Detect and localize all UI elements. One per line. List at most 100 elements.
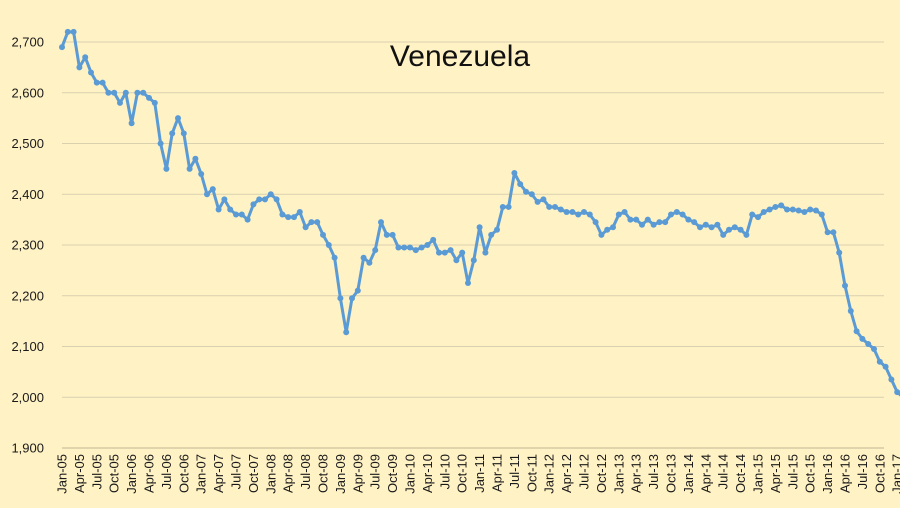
data-point bbox=[88, 69, 94, 76]
data-point bbox=[238, 211, 245, 218]
data-point bbox=[668, 211, 674, 218]
data-point bbox=[157, 140, 164, 147]
chart-title: Venezuela bbox=[390, 40, 530, 73]
data-point bbox=[702, 221, 709, 228]
data-point bbox=[853, 328, 860, 335]
data-point bbox=[876, 358, 883, 365]
data-point bbox=[436, 249, 442, 256]
data-point bbox=[401, 244, 408, 251]
data-point bbox=[128, 120, 135, 127]
data-point bbox=[447, 247, 454, 254]
data-point bbox=[772, 203, 779, 210]
data-point bbox=[795, 207, 802, 214]
data-point bbox=[592, 219, 599, 226]
x-tick-label: Apr-13 bbox=[629, 454, 644, 493]
x-tick-label: Jul-16 bbox=[855, 454, 870, 489]
data-point bbox=[250, 201, 257, 208]
data-point bbox=[847, 307, 854, 314]
data-point bbox=[523, 188, 529, 195]
data-point bbox=[865, 340, 872, 347]
data-point bbox=[360, 254, 367, 261]
data-point bbox=[122, 89, 129, 96]
data-point bbox=[517, 181, 524, 188]
y-tick-label: 2,100 bbox=[11, 339, 44, 354]
data-point bbox=[308, 219, 315, 226]
y-tick-label: 2,400 bbox=[11, 187, 44, 202]
data-point bbox=[836, 249, 843, 256]
data-point bbox=[273, 196, 280, 203]
data-point bbox=[296, 209, 303, 216]
data-point bbox=[412, 247, 419, 254]
data-point bbox=[598, 231, 605, 238]
x-tick-label: Jan-06 bbox=[124, 454, 139, 494]
data-point bbox=[766, 206, 773, 213]
data-point bbox=[59, 44, 65, 51]
data-point bbox=[256, 196, 263, 203]
data-point bbox=[470, 257, 477, 264]
x-tick-label: Apr-08 bbox=[281, 454, 296, 493]
data-point bbox=[407, 244, 413, 251]
data-point bbox=[726, 226, 732, 233]
x-tick-label: Jan-14 bbox=[681, 454, 696, 494]
data-point bbox=[244, 216, 251, 223]
data-point bbox=[749, 211, 756, 218]
data-point bbox=[186, 165, 193, 172]
data-point bbox=[279, 211, 286, 218]
data-point bbox=[737, 226, 744, 233]
x-tick-label: Apr-05 bbox=[72, 454, 87, 493]
x-tick-label: Jan-15 bbox=[751, 454, 766, 494]
data-point bbox=[366, 259, 373, 266]
data-point bbox=[198, 170, 205, 177]
x-tick-label: Jan-05 bbox=[55, 454, 70, 494]
data-point bbox=[459, 249, 466, 256]
data-point bbox=[302, 224, 309, 231]
x-tick-label: Oct-15 bbox=[803, 454, 818, 493]
x-tick-label: Apr-16 bbox=[838, 454, 853, 493]
x-tick-label: Oct-05 bbox=[107, 454, 122, 493]
x-tick-label: Jul-07 bbox=[229, 454, 244, 489]
data-point bbox=[778, 202, 785, 209]
data-point bbox=[871, 346, 877, 353]
grid-lines bbox=[62, 41, 884, 449]
x-tick-label: Jul-13 bbox=[646, 454, 661, 489]
x-tick-label: Oct-14 bbox=[733, 454, 748, 493]
data-point bbox=[349, 295, 355, 302]
data-point bbox=[511, 169, 518, 176]
series-venezuela bbox=[59, 28, 900, 397]
x-tick-label: Jul-11 bbox=[507, 454, 522, 488]
data-point bbox=[227, 206, 234, 213]
data-point bbox=[784, 206, 790, 213]
data-point bbox=[610, 224, 616, 231]
x-tick-label: Oct-10 bbox=[455, 454, 470, 493]
x-tick-label: Oct-16 bbox=[872, 454, 887, 493]
data-point bbox=[343, 329, 350, 336]
x-tick-label: Oct-13 bbox=[664, 454, 679, 493]
data-point bbox=[842, 282, 848, 289]
x-tick-label: Jan-07 bbox=[194, 454, 209, 494]
x-axis-ticks: Jan-05 Apr-05 Jul-05 Oct-05 Jan-06 Apr-06 Jul-… bbox=[55, 454, 900, 494]
data-point bbox=[499, 203, 506, 210]
data-point bbox=[679, 211, 686, 218]
data-point bbox=[656, 219, 663, 226]
data-point bbox=[569, 209, 576, 216]
data-point bbox=[262, 196, 268, 203]
data-point bbox=[169, 130, 176, 137]
data-point bbox=[488, 231, 495, 238]
data-point bbox=[888, 376, 895, 383]
data-point bbox=[215, 206, 222, 213]
x-tick-label: Jan-16 bbox=[820, 454, 835, 494]
data-point bbox=[233, 211, 239, 218]
data-point bbox=[105, 89, 112, 96]
data-point bbox=[76, 64, 83, 71]
data-point bbox=[540, 196, 547, 203]
data-point bbox=[465, 280, 471, 287]
data-point bbox=[789, 206, 796, 213]
data-point bbox=[604, 226, 611, 233]
data-point bbox=[575, 211, 582, 218]
data-point bbox=[482, 249, 489, 256]
y-tick-label: 2,200 bbox=[11, 288, 44, 303]
x-tick-label: Jan-09 bbox=[333, 454, 348, 494]
data-point bbox=[64, 28, 71, 35]
